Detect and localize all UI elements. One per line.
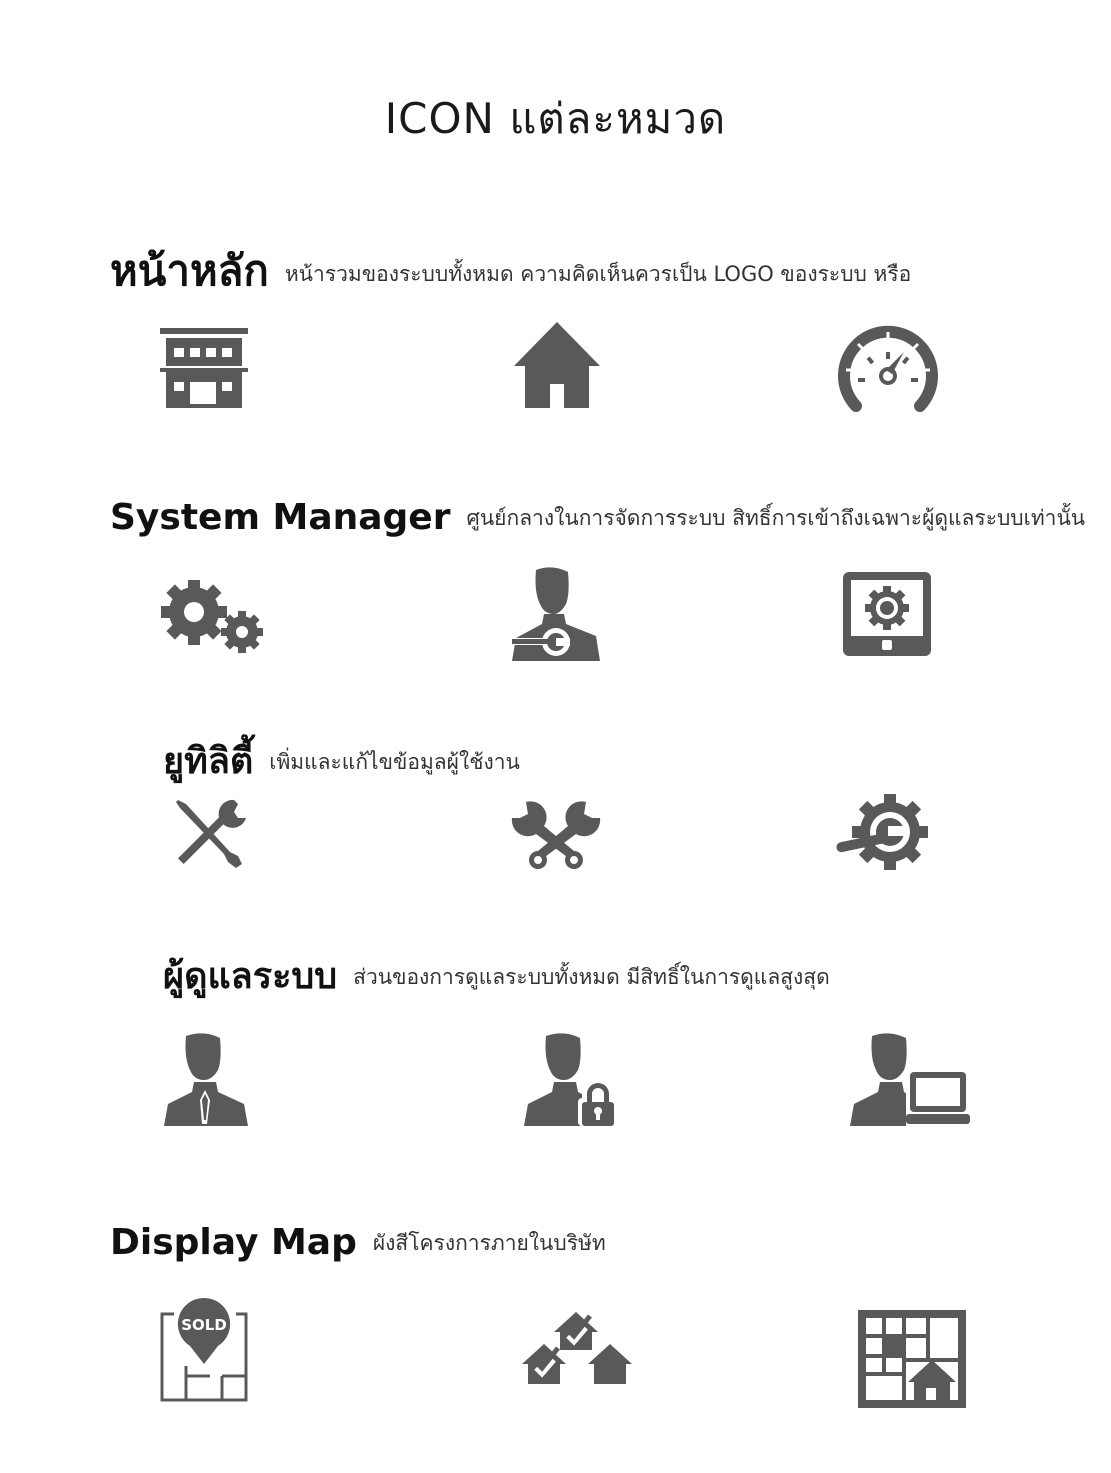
section-description: หน้ารวมของระบบทั้งหมด ความคิดเห็นควรเป็น… — [284, 262, 912, 286]
page-title: ICON แต่ละหมวด — [384, 94, 727, 143]
section-heading: ยูทิลิตี้ — [163, 741, 254, 782]
user-tie-icon — [164, 1033, 248, 1126]
section-description: ศูนย์กลางในการจัดการระบบ สิทธิ์การเข้าถึ… — [466, 506, 1086, 530]
section-heading: หน้าหลัก — [110, 246, 269, 295]
section-display-map-header: Display Map ผังสีโครงการภายในบริษัท — [110, 1222, 606, 1263]
section-description: ผังสีโครงการภายในบริษัท — [372, 1231, 606, 1255]
site-plan-icon — [858, 1310, 966, 1408]
section-heading: ผู้ดูแลระบบ — [163, 956, 338, 997]
gears-icon — [161, 580, 263, 653]
sold-map-icon: SOLD — [160, 1297, 248, 1402]
section-description: ส่วนของการดูแลระบบทั้งหมด มีสิทธิ์ในการด… — [353, 965, 830, 989]
section-admin-header: ผู้ดูแลระบบ ส่วนของการดูแลระบบทั้งหมด มีส… — [163, 947, 830, 1004]
crossed-wrenches-icon — [511, 801, 601, 869]
section-heading: Display Map — [110, 1222, 357, 1263]
houses-check-icon — [522, 1312, 632, 1384]
section-utility-header: ยูทิลิตี้ เพิ่มและแก้ไขข้อมูลผู้ใช้งาน — [163, 732, 520, 789]
user-lock-icon — [524, 1033, 618, 1126]
home-icon — [514, 322, 600, 408]
section-heading: System Manager — [110, 497, 451, 538]
user-wrench-icon — [510, 567, 600, 661]
user-laptop-icon — [850, 1033, 970, 1126]
section-system-manager-header: System Manager ศูนย์กลางในการจัดการระบบ ส… — [110, 497, 1085, 538]
building-icon — [160, 328, 248, 408]
sold-badge: SOLD — [181, 1316, 227, 1334]
tablet-gear-icon — [843, 572, 931, 656]
gear-wrench-icon — [836, 794, 928, 870]
section-description: เพิ่มและแก้ไขข้อมูลผู้ใช้งาน — [269, 750, 520, 774]
speedometer-icon — [838, 325, 938, 412]
wrench-screwdriver-icon — [176, 799, 246, 868]
section-home-header: หน้าหลัก หน้ารวมของระบบทั้งหมด ความคิดเห็… — [110, 238, 911, 304]
